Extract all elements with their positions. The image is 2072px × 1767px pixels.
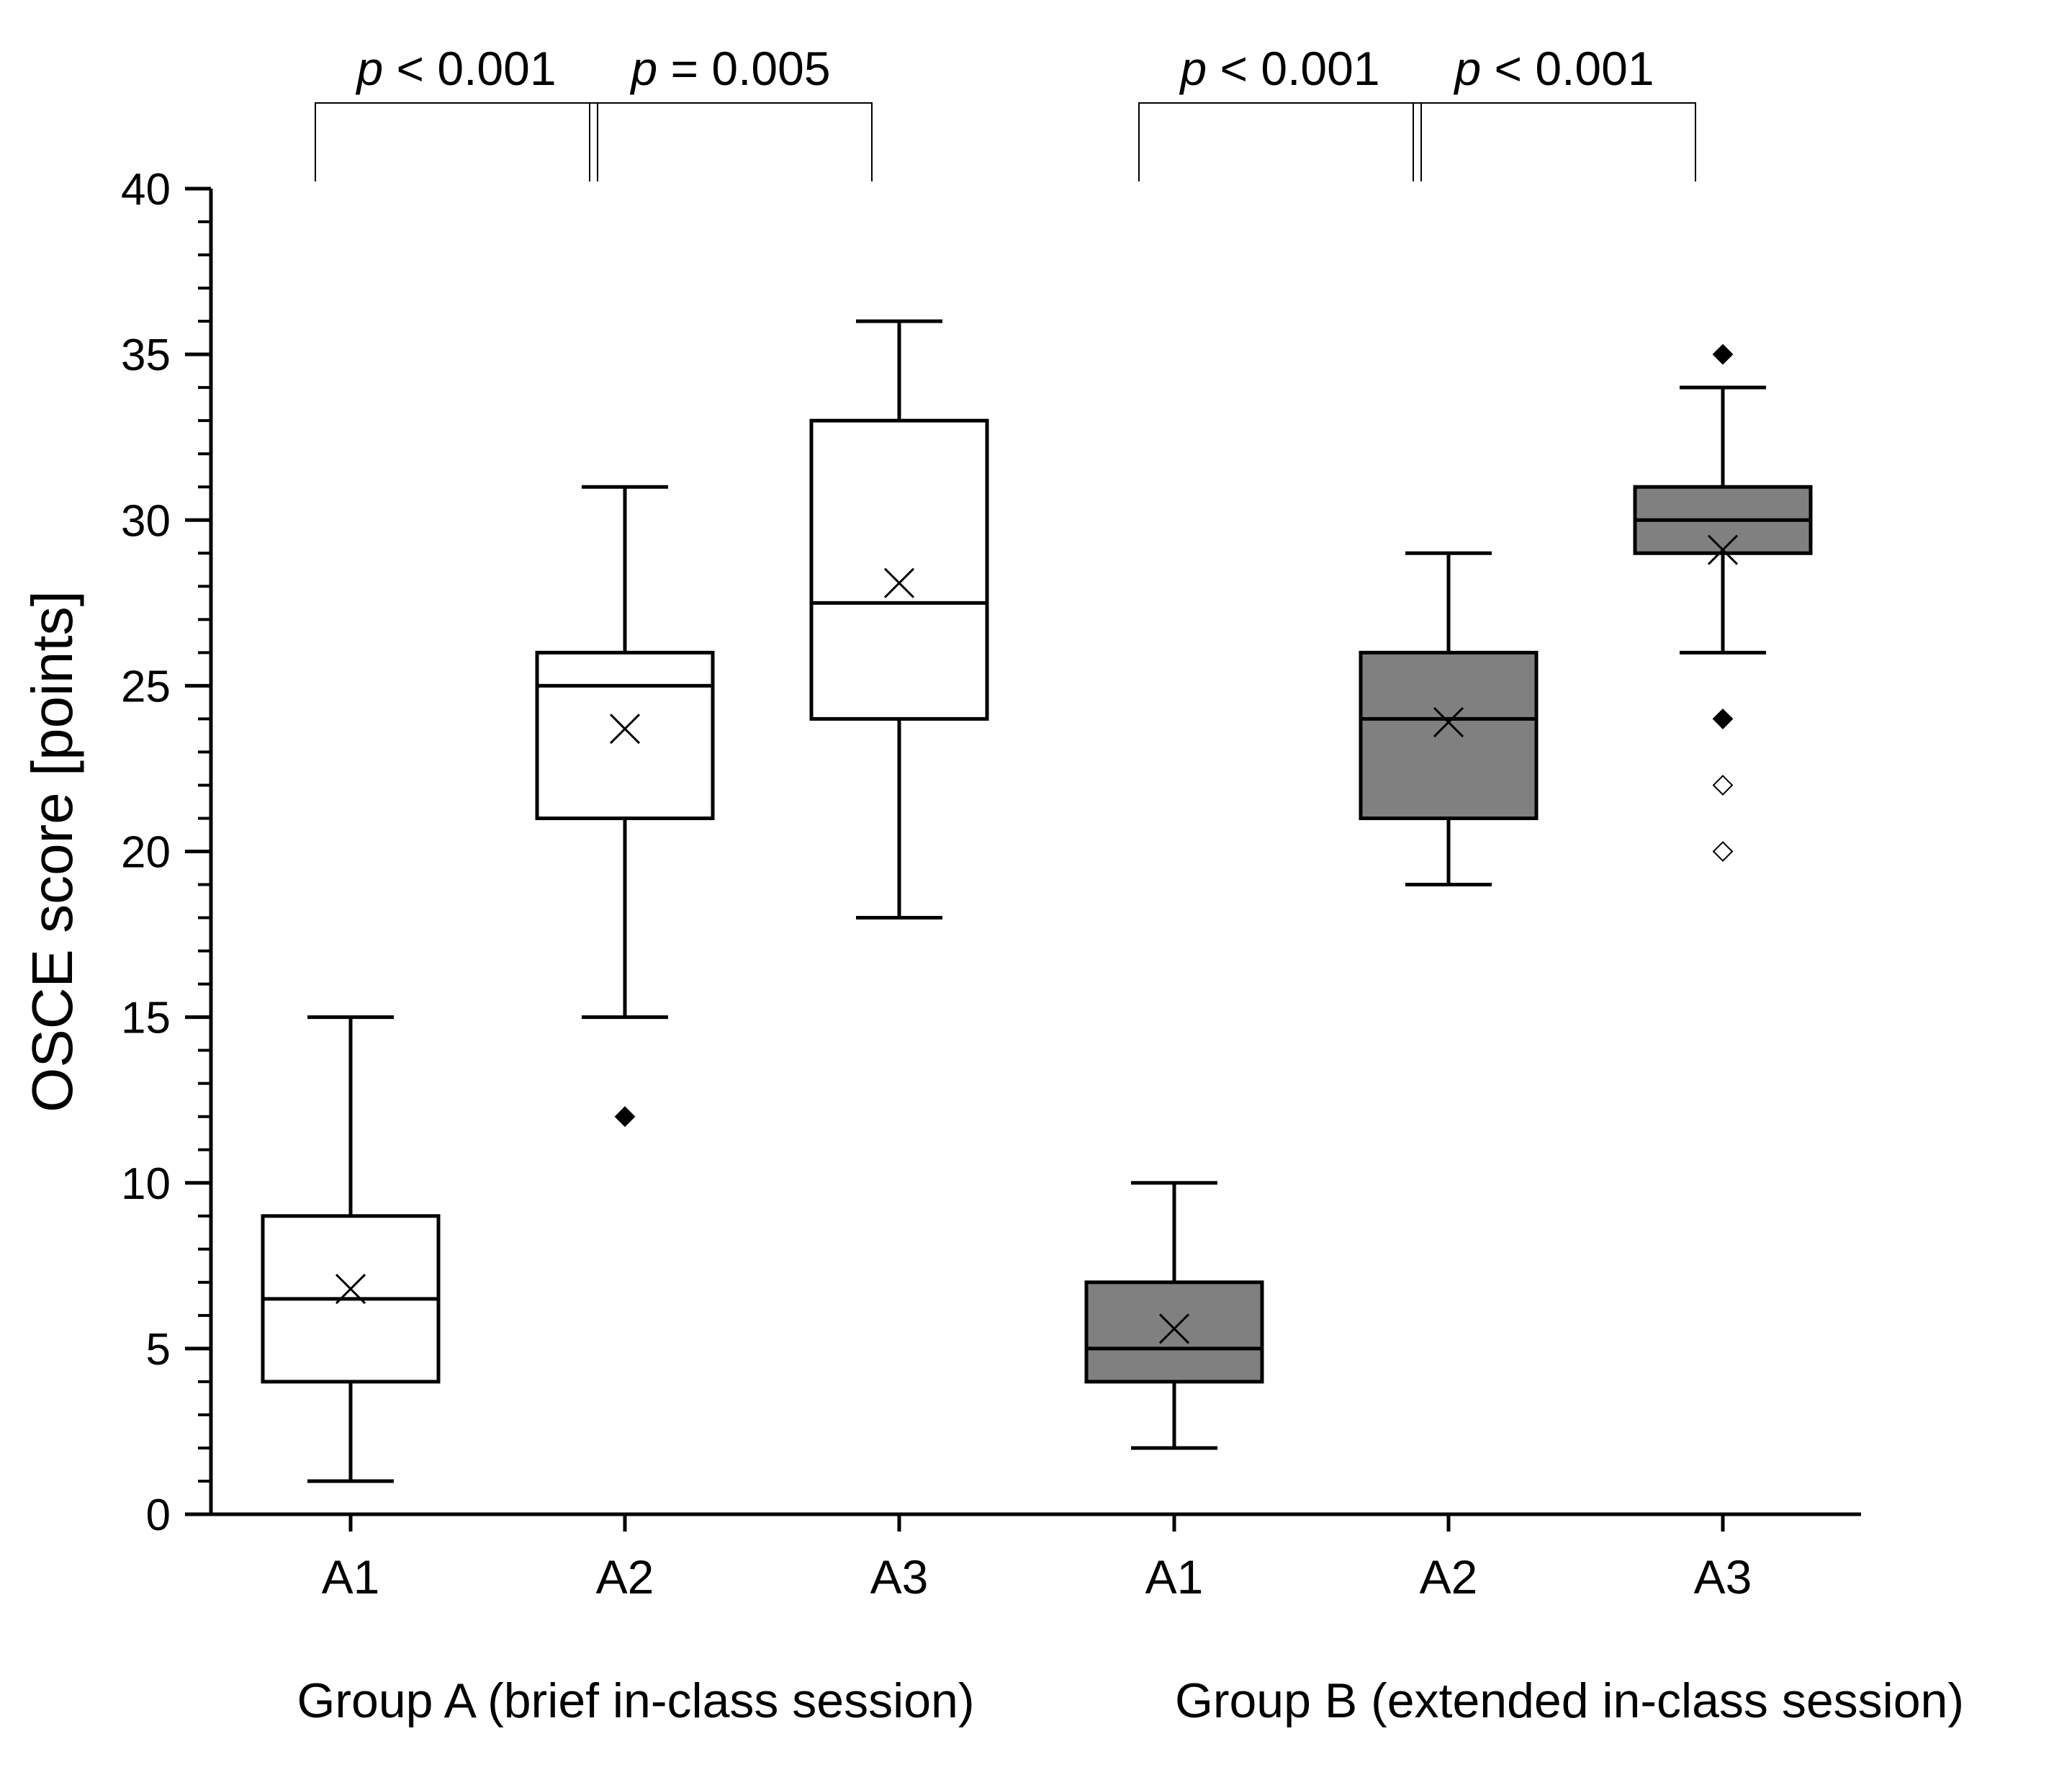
p-value-label: p < 0.001 xyxy=(1453,42,1654,95)
y-tick-label: 10 xyxy=(121,1159,171,1209)
y-tick-label: 35 xyxy=(121,331,171,380)
y-axis-title: OSCE score [points] xyxy=(20,590,84,1112)
mean-marker xyxy=(609,714,641,745)
p-symbol: p xyxy=(355,42,383,95)
p-value-text: < 0.001 xyxy=(1481,42,1654,95)
x-tick-label: A2 xyxy=(596,1550,654,1604)
group-a-label: Group A (brief in-class session) xyxy=(297,1673,974,1728)
significance-bracket xyxy=(589,102,873,181)
x-tick-label: A3 xyxy=(1694,1550,1752,1604)
far-outlier-point xyxy=(1712,775,1734,796)
mean-marker xyxy=(883,567,915,598)
p-symbol: p xyxy=(1453,42,1481,95)
box-iqr xyxy=(809,418,989,721)
y-tick-label: 40 xyxy=(121,165,171,215)
far-outlier-point xyxy=(1712,841,1734,862)
mean-marker xyxy=(1707,534,1739,565)
y-tick-label: 30 xyxy=(121,496,171,546)
p-value-label: p < 0.001 xyxy=(355,42,556,95)
mean-marker xyxy=(1158,1313,1190,1344)
significance-bracket xyxy=(1138,102,1422,181)
mean-marker xyxy=(335,1273,366,1305)
y-tick-label: 0 xyxy=(146,1491,171,1540)
p-symbol: p xyxy=(629,42,657,95)
mean-marker xyxy=(1433,706,1464,738)
significance-bracket xyxy=(315,102,598,181)
x-tick-label: A1 xyxy=(1145,1550,1204,1604)
x-tick-label: A3 xyxy=(870,1550,929,1604)
p-value-label: p < 0.001 xyxy=(1179,42,1379,95)
outlier-point xyxy=(1712,708,1734,729)
y-tick-label: 5 xyxy=(146,1325,171,1375)
p-value-label: p = 0.005 xyxy=(629,42,830,95)
x-tick-label: A2 xyxy=(1420,1550,1478,1604)
p-symbol: p xyxy=(1179,42,1207,95)
p-value-text: < 0.001 xyxy=(1207,42,1379,95)
y-tick-label: 25 xyxy=(121,662,171,711)
x-tick-label: A1 xyxy=(322,1550,380,1604)
p-value-text: = 0.005 xyxy=(657,42,830,95)
p-value-text: < 0.001 xyxy=(383,42,556,95)
outlier-point xyxy=(1712,343,1734,365)
y-tick-label: 15 xyxy=(121,994,171,1043)
box-iqr xyxy=(1359,650,1539,820)
box-iqr xyxy=(535,650,715,820)
box-iqr xyxy=(1084,1280,1264,1384)
y-tick-label: 20 xyxy=(121,828,171,878)
outlier-point xyxy=(614,1106,636,1128)
significance-bracket xyxy=(1413,102,1696,181)
group-b-label: Group B (extended in-class session) xyxy=(1175,1673,1964,1728)
